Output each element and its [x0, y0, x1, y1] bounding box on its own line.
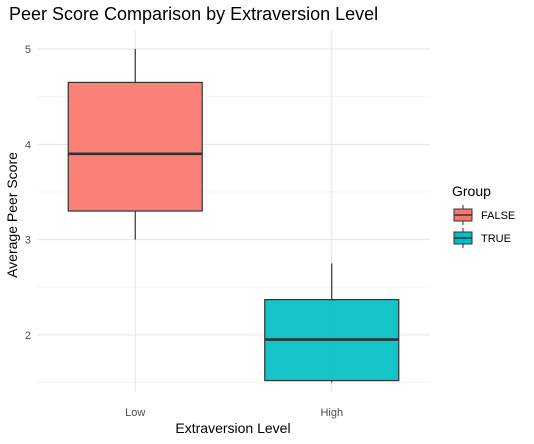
- legend-key-false: [453, 205, 473, 225]
- x-tick-label: Low: [125, 407, 145, 419]
- legend-title: Group: [452, 183, 491, 199]
- y-tick-label: 2: [25, 330, 31, 342]
- legend-items: FALSE TRUE: [453, 205, 515, 248]
- y-axis-title: Average Peer Score: [4, 152, 20, 278]
- legend: Group FALSE TRUE: [452, 183, 515, 248]
- y-tick-label: 5: [25, 44, 31, 56]
- chart-title: Peer Score Comparison by Extraversion Le…: [9, 4, 378, 24]
- axis-layer: 2 3 4 5 Low High: [25, 44, 343, 419]
- x-tick-label: High: [320, 407, 343, 419]
- legend-label: FALSE: [481, 210, 515, 222]
- legend-label: TRUE: [481, 233, 511, 245]
- legend-key-true: [453, 228, 473, 248]
- x-axis-title: Extraversion Level: [175, 420, 290, 436]
- y-tick-label: 3: [25, 235, 31, 247]
- box-layer: [67, 49, 400, 383]
- box-false: [67, 81, 203, 212]
- y-tick-label: 4: [25, 139, 31, 151]
